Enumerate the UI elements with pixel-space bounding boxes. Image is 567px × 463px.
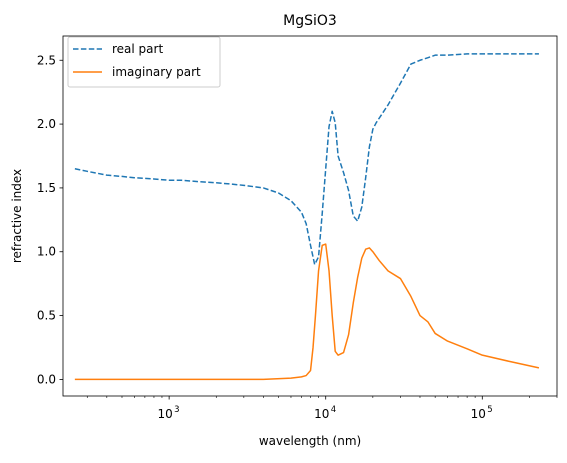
plot-frame xyxy=(62,35,558,397)
series-line-imaginary-part xyxy=(74,243,540,381)
series-layer xyxy=(74,53,540,381)
y-tick-label: 2.0 xyxy=(37,117,56,131)
legend: real part imaginary part xyxy=(67,36,221,88)
x-tick-label: 10 xyxy=(471,407,486,421)
x-tick-label-exponent: 5 xyxy=(487,405,492,415)
series-line-real-part xyxy=(74,53,539,266)
x-tick-label-exponent: 4 xyxy=(331,405,336,415)
y-axis-ticks: 0.0 0.5 1.0 1.5 2.0 2.5 xyxy=(37,53,63,386)
y-tick-label: 1.5 xyxy=(37,181,56,195)
y-tick-label: 0.0 xyxy=(37,372,56,386)
y-tick-label: 1.0 xyxy=(37,245,56,259)
legend-real-part-label: real part xyxy=(112,42,163,56)
legend-imaginary-part-label: imaginary part xyxy=(112,65,201,79)
chart-title: MgSiO3 xyxy=(283,13,337,29)
plot-area xyxy=(63,36,557,396)
x-tick-label-exponent: 3 xyxy=(174,405,179,415)
x-tick-label: 10 xyxy=(314,407,329,421)
x-axis-label: wavelength (nm) xyxy=(259,434,361,448)
legend-box xyxy=(67,36,221,88)
y-axis-label: refractive index xyxy=(10,169,24,263)
y-tick-label: 2.5 xyxy=(37,53,56,67)
x-tick-label: 10 xyxy=(157,407,172,421)
y-tick-label: 0.5 xyxy=(37,309,56,323)
